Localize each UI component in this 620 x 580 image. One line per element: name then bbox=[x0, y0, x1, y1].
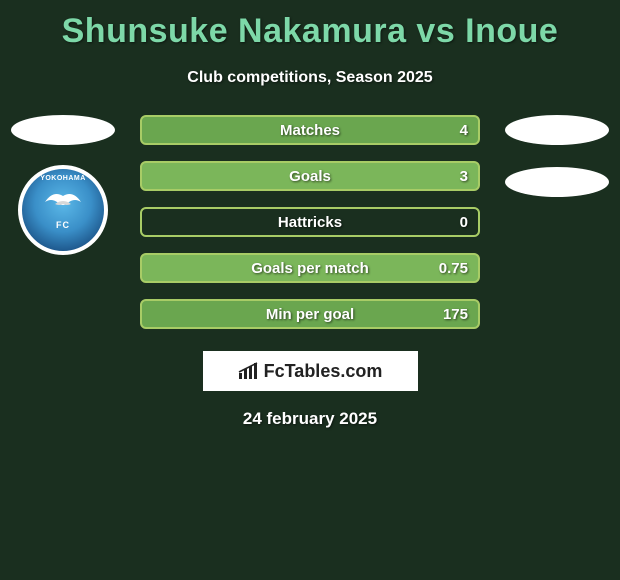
bar-value: 3 bbox=[460, 168, 468, 185]
player-oval-right-2 bbox=[505, 167, 609, 197]
bar-goals: Goals 3 bbox=[140, 161, 480, 191]
player-oval-left bbox=[11, 115, 115, 145]
bar-value: 0.75 bbox=[439, 260, 468, 277]
seagull-icon bbox=[41, 184, 85, 220]
badge-bot-text: FC bbox=[56, 220, 70, 230]
club-badge-yokohama: YOKOHAMA FC bbox=[18, 165, 108, 255]
badge-top-text: YOKOHAMA bbox=[40, 175, 86, 182]
bar-label: Goals bbox=[289, 168, 331, 185]
bar-hattricks: Hattricks 0 bbox=[140, 207, 480, 237]
snapshot-date: 24 february 2025 bbox=[0, 409, 620, 429]
barchart-icon bbox=[238, 362, 260, 380]
right-player-column bbox=[502, 115, 612, 197]
bar-value: 0 bbox=[460, 214, 468, 231]
comparison-content: YOKOHAMA FC Matches 4 Goals 3 Hattricks … bbox=[0, 115, 620, 429]
player-oval-right-1 bbox=[505, 115, 609, 145]
bar-label: Min per goal bbox=[266, 306, 354, 323]
stat-bars: Matches 4 Goals 3 Hattricks 0 Goals per … bbox=[140, 115, 480, 329]
bar-value: 175 bbox=[443, 306, 468, 323]
logo-text: FcTables.com bbox=[264, 361, 383, 382]
page-title: Shunsuke Nakamura vs Inoue bbox=[0, 0, 620, 51]
bar-label: Goals per match bbox=[251, 260, 369, 277]
bar-value: 4 bbox=[460, 122, 468, 139]
source-logo: FcTables.com bbox=[203, 351, 418, 391]
page-subtitle: Club competitions, Season 2025 bbox=[0, 69, 620, 87]
bar-label: Hattricks bbox=[278, 214, 342, 231]
bar-label: Matches bbox=[280, 122, 340, 139]
bar-goals-per-match: Goals per match 0.75 bbox=[140, 253, 480, 283]
bar-matches: Matches 4 bbox=[140, 115, 480, 145]
left-player-column: YOKOHAMA FC bbox=[8, 115, 118, 255]
bar-min-per-goal: Min per goal 175 bbox=[140, 299, 480, 329]
